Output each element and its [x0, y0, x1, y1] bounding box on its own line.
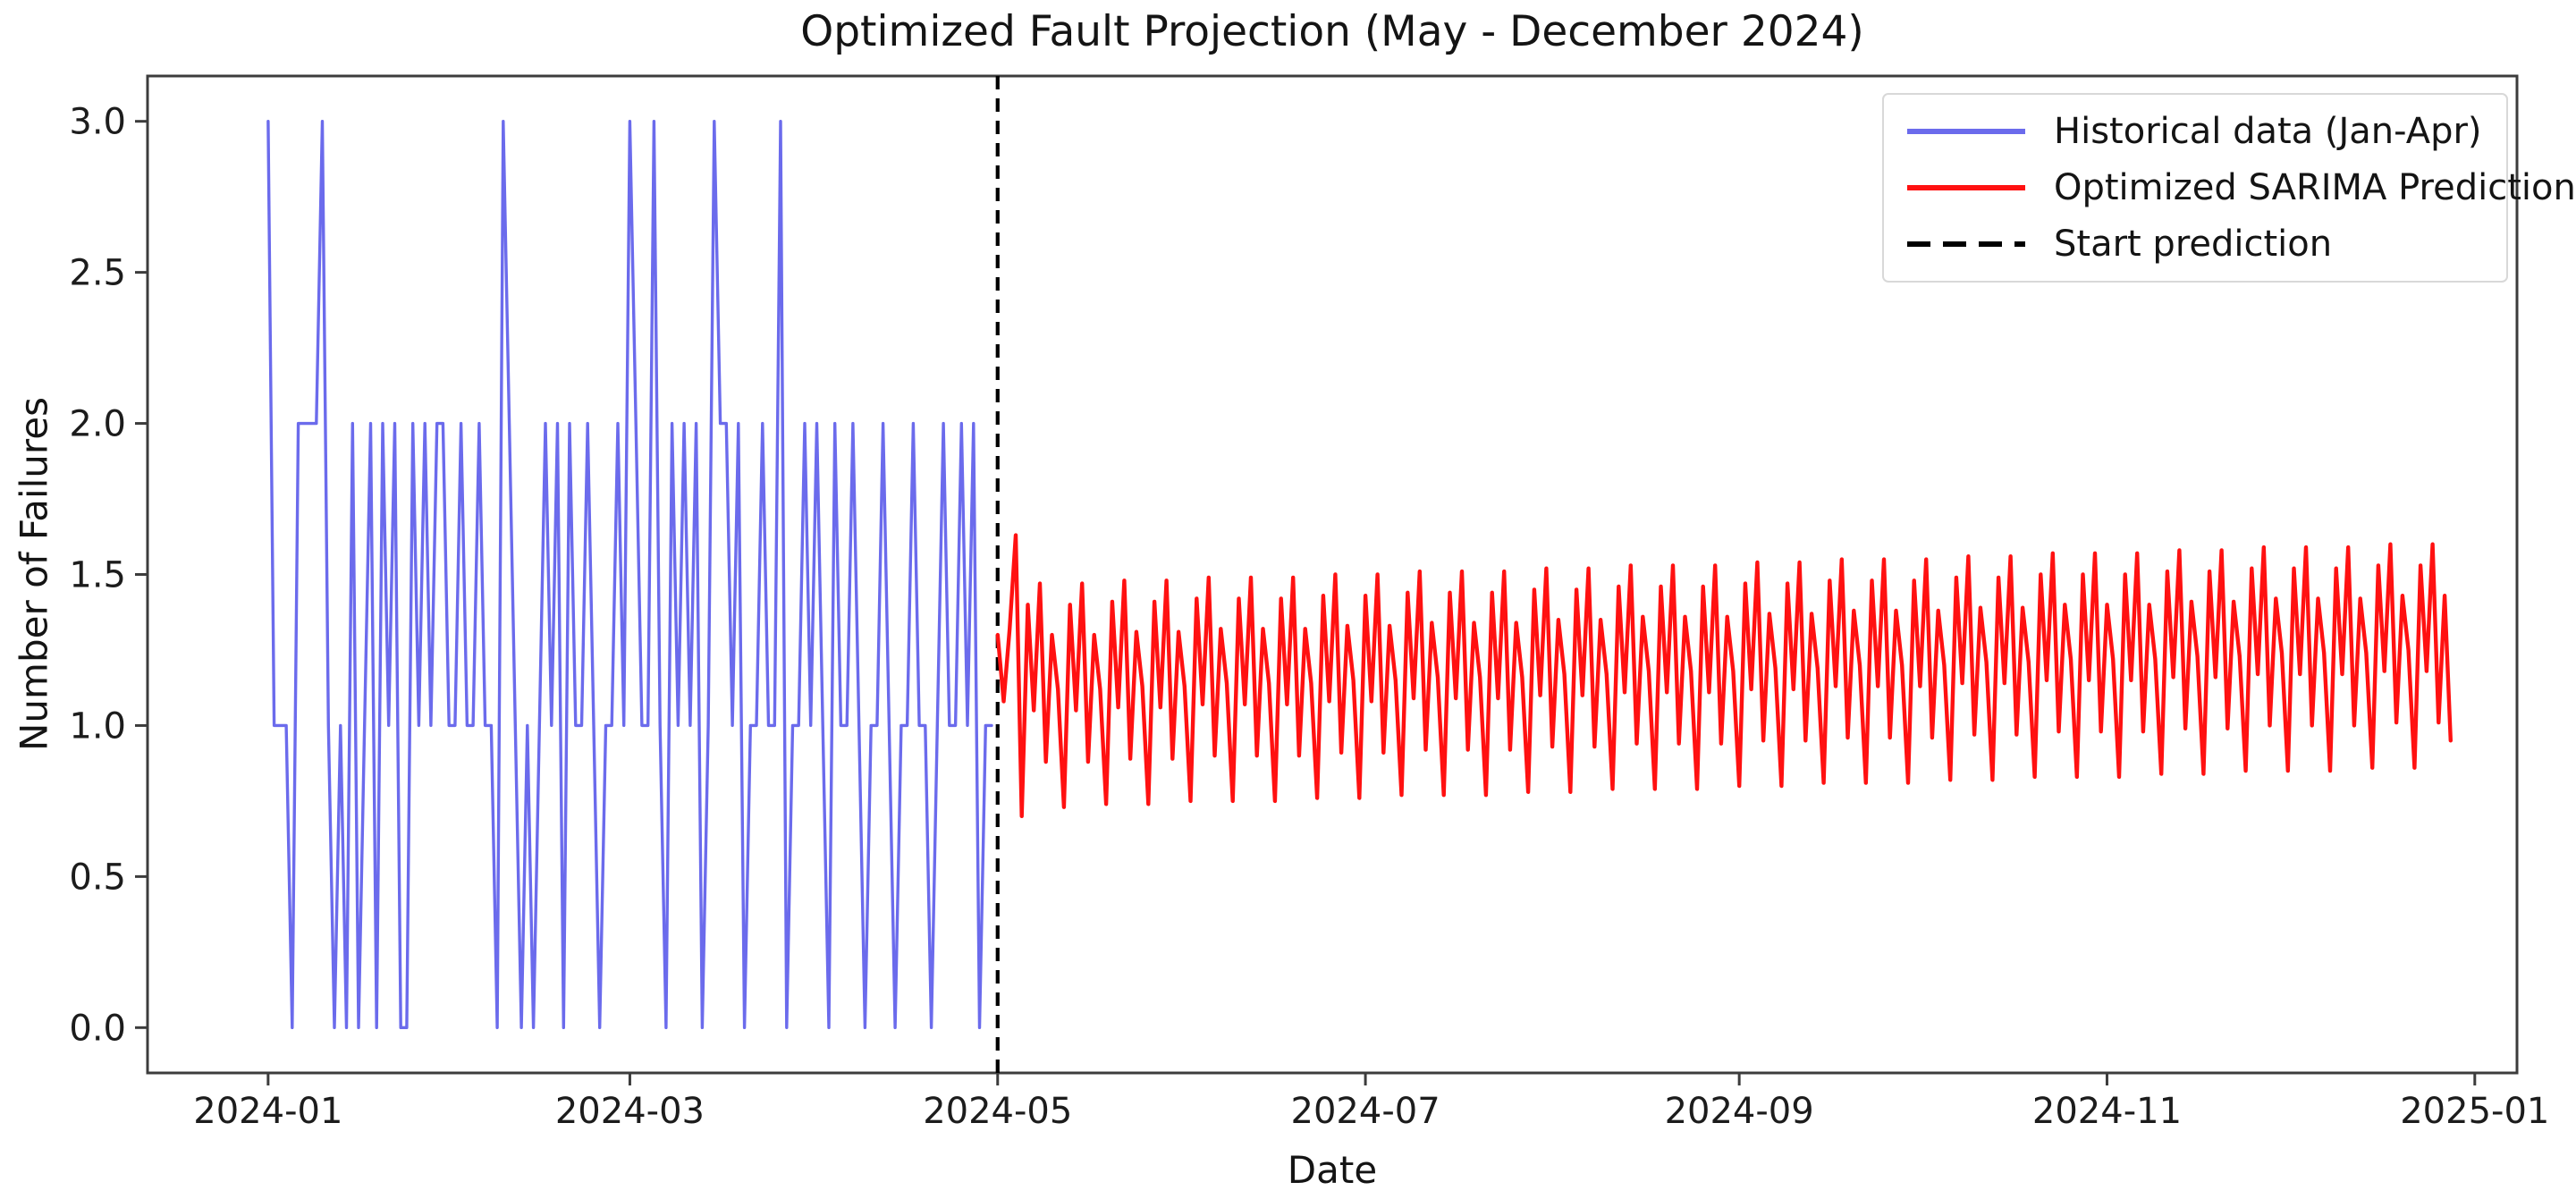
x-tick-label: 2024-01: [193, 1091, 342, 1132]
x-tick-label: 2025-01: [2400, 1091, 2549, 1132]
x-tick-label: 2024-03: [555, 1091, 705, 1132]
chart-title: Optimized Fault Projection (May - Decemb…: [800, 7, 1864, 56]
y-tick-label: 2.5: [69, 253, 126, 294]
y-tick-label: 1.0: [69, 705, 126, 747]
y-tick-label: 0.0: [69, 1008, 126, 1049]
legend-item-historical: Historical data (Jan-Apr): [1904, 111, 2487, 152]
x-tick-label: 2024-07: [1291, 1091, 1440, 1132]
historical-line-swatch-icon: [1907, 129, 2025, 135]
legend-label-start-prediction: Start prediction: [2054, 223, 2333, 265]
x-tick-label: 2024-05: [923, 1091, 1072, 1132]
legend-item-prediction: Optimized SARIMA Prediction: [1904, 167, 2576, 208]
legend-label-prediction: Optimized SARIMA Prediction: [2054, 166, 2576, 208]
start-prediction-dash-swatch-icon: [1907, 241, 2025, 247]
prediction-line-swatch-icon: [1907, 184, 2025, 190]
x-tick-label: 2024-11: [2032, 1091, 2182, 1132]
y-tick-label: 1.5: [69, 555, 126, 596]
prediction-line: [995, 533, 2454, 818]
legend-item-start-prediction: Start prediction: [1904, 224, 2487, 265]
legend: Historical data (Jan-Apr) Optimized SARI…: [1882, 93, 2576, 283]
legend-label-historical: Historical data (Jan-Apr): [2054, 111, 2482, 153]
x-tick-label: 2024-09: [1665, 1091, 1814, 1132]
x-axis-label: Date: [1287, 1148, 1378, 1192]
y-tick-label: 2.0: [69, 404, 126, 445]
historical-line: [266, 119, 993, 1030]
y-tick-label: 3.0: [69, 102, 126, 143]
y-tick-label: 0.5: [69, 857, 126, 898]
